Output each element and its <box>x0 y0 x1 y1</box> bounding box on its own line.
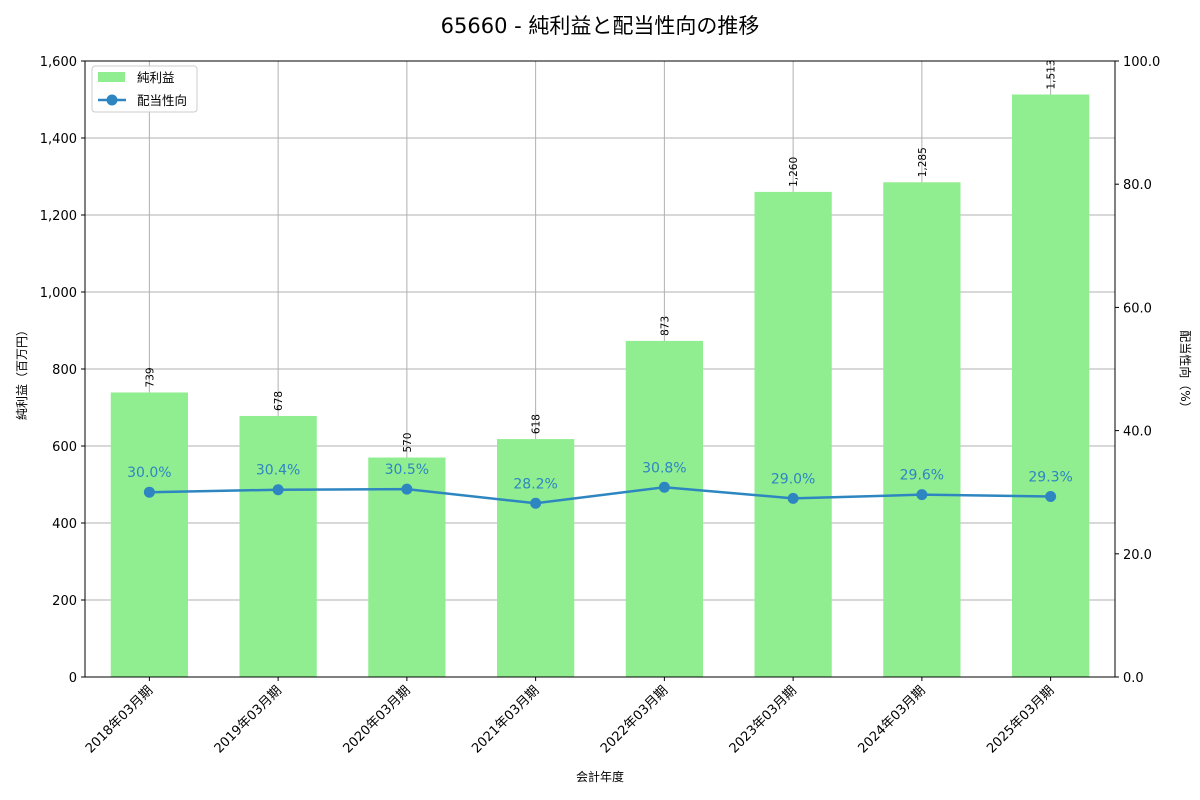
left-y-tick-label: 1,400 <box>40 132 77 147</box>
x-tick-label: 2018年03月期 <box>83 683 156 756</box>
line-marker <box>401 483 413 495</box>
right-y-tick-label: 40.0 <box>1123 425 1152 440</box>
bar-value-label: 739 <box>144 367 156 387</box>
line-point-label: 28.2% <box>513 476 557 492</box>
line-marker <box>787 492 799 504</box>
payout-ratio-line <box>149 486 1051 505</box>
right-y-axis: 0.0 20.0 40.0 60.0 80.0 100.0 <box>1115 55 1160 686</box>
right-y-tick-label: 0.0 <box>1123 671 1144 686</box>
bar <box>497 439 575 677</box>
line-marker <box>658 481 670 493</box>
x-tick-label: 2023年03月期 <box>727 683 800 756</box>
x-tick-label: 2019年03月期 <box>212 683 285 756</box>
bar <box>1012 94 1090 678</box>
right-y-tick-label: 100.0 <box>1123 55 1160 70</box>
right-y-axis-label: 配当性向（%） <box>1178 330 1193 413</box>
line-marker <box>1045 491 1057 503</box>
x-axis-label: 会計年度 <box>576 769 624 784</box>
line-marker <box>143 486 155 498</box>
x-tick-label: 2020年03月期 <box>340 683 413 756</box>
bar-value-labels: 739 678 570 618 873 1,260 1,285 1,513 <box>144 59 1057 452</box>
left-y-tick-label: 0 <box>69 671 77 686</box>
legend-label-net-income: 純利益 <box>137 70 175 85</box>
line-point-label: 30.0% <box>127 465 171 481</box>
left-y-tick-label: 1,000 <box>40 286 77 301</box>
bar-value-label: 570 <box>402 433 414 453</box>
line-marker <box>530 497 542 509</box>
left-y-tick-label: 1,200 <box>40 209 77 224</box>
left-y-axis-label: 純利益（百万円） <box>15 324 29 420</box>
left-y-tick-label: 800 <box>52 363 77 378</box>
left-y-axis: 0 200 400 600 800 1,000 1,200 1,400 1,600 <box>40 55 85 686</box>
x-tick-label: 2022年03月期 <box>598 683 671 756</box>
bar <box>883 182 961 677</box>
legend-bar-swatch <box>98 72 125 82</box>
right-y-tick-label: 20.0 <box>1123 548 1152 563</box>
legend: 純利益 配当性向 <box>91 65 198 113</box>
bar-value-label: 618 <box>531 414 543 434</box>
line-point-label: 29.3% <box>1028 470 1072 486</box>
x-tick-label: 2021年03月期 <box>469 683 542 756</box>
left-y-tick-label: 400 <box>52 517 77 532</box>
line-marker <box>916 489 928 501</box>
bar <box>625 340 703 677</box>
x-axis: 2018年03月期 2019年03月期 2020年03月期 2021年03月期 2022… <box>83 677 1057 757</box>
bar-value-label: 873 <box>659 316 671 336</box>
line-point-label: 29.6% <box>900 468 944 484</box>
line-point-label: 30.4% <box>256 463 300 479</box>
x-tick-label: 2024年03月期 <box>855 683 928 756</box>
bar <box>110 392 188 677</box>
line-series: 30.0% 30.4% 30.5% 28.2% 30.8% 29.0% 29.6% 29.3% <box>127 460 1073 509</box>
right-y-tick-label: 80.0 <box>1123 178 1152 193</box>
left-y-tick-label: 200 <box>52 594 77 609</box>
bar <box>239 415 317 677</box>
bar-value-label: 1,260 <box>788 157 800 187</box>
line-point-label: 29.0% <box>771 471 815 487</box>
legend-label-payout-ratio: 配当性向 <box>137 93 187 108</box>
right-y-tick-label: 60.0 <box>1123 301 1152 316</box>
left-y-tick-label: 600 <box>52 440 77 455</box>
x-tick-label: 2025年03月期 <box>984 683 1057 756</box>
bar-series <box>110 94 1090 678</box>
left-y-tick-label: 1,600 <box>40 55 77 70</box>
line-point-label: 30.8% <box>642 460 686 476</box>
chart-title: 65660 - 純利益と配当性向の推移 <box>441 14 760 38</box>
bar-value-label: 678 <box>273 391 285 411</box>
line-point-label: 30.5% <box>385 462 429 478</box>
bar <box>754 191 832 677</box>
line-marker <box>272 484 284 496</box>
bar-value-label: 1,285 <box>917 147 929 177</box>
legend-marker-icon <box>106 94 118 106</box>
bar-value-label: 1,513 <box>1046 59 1058 89</box>
